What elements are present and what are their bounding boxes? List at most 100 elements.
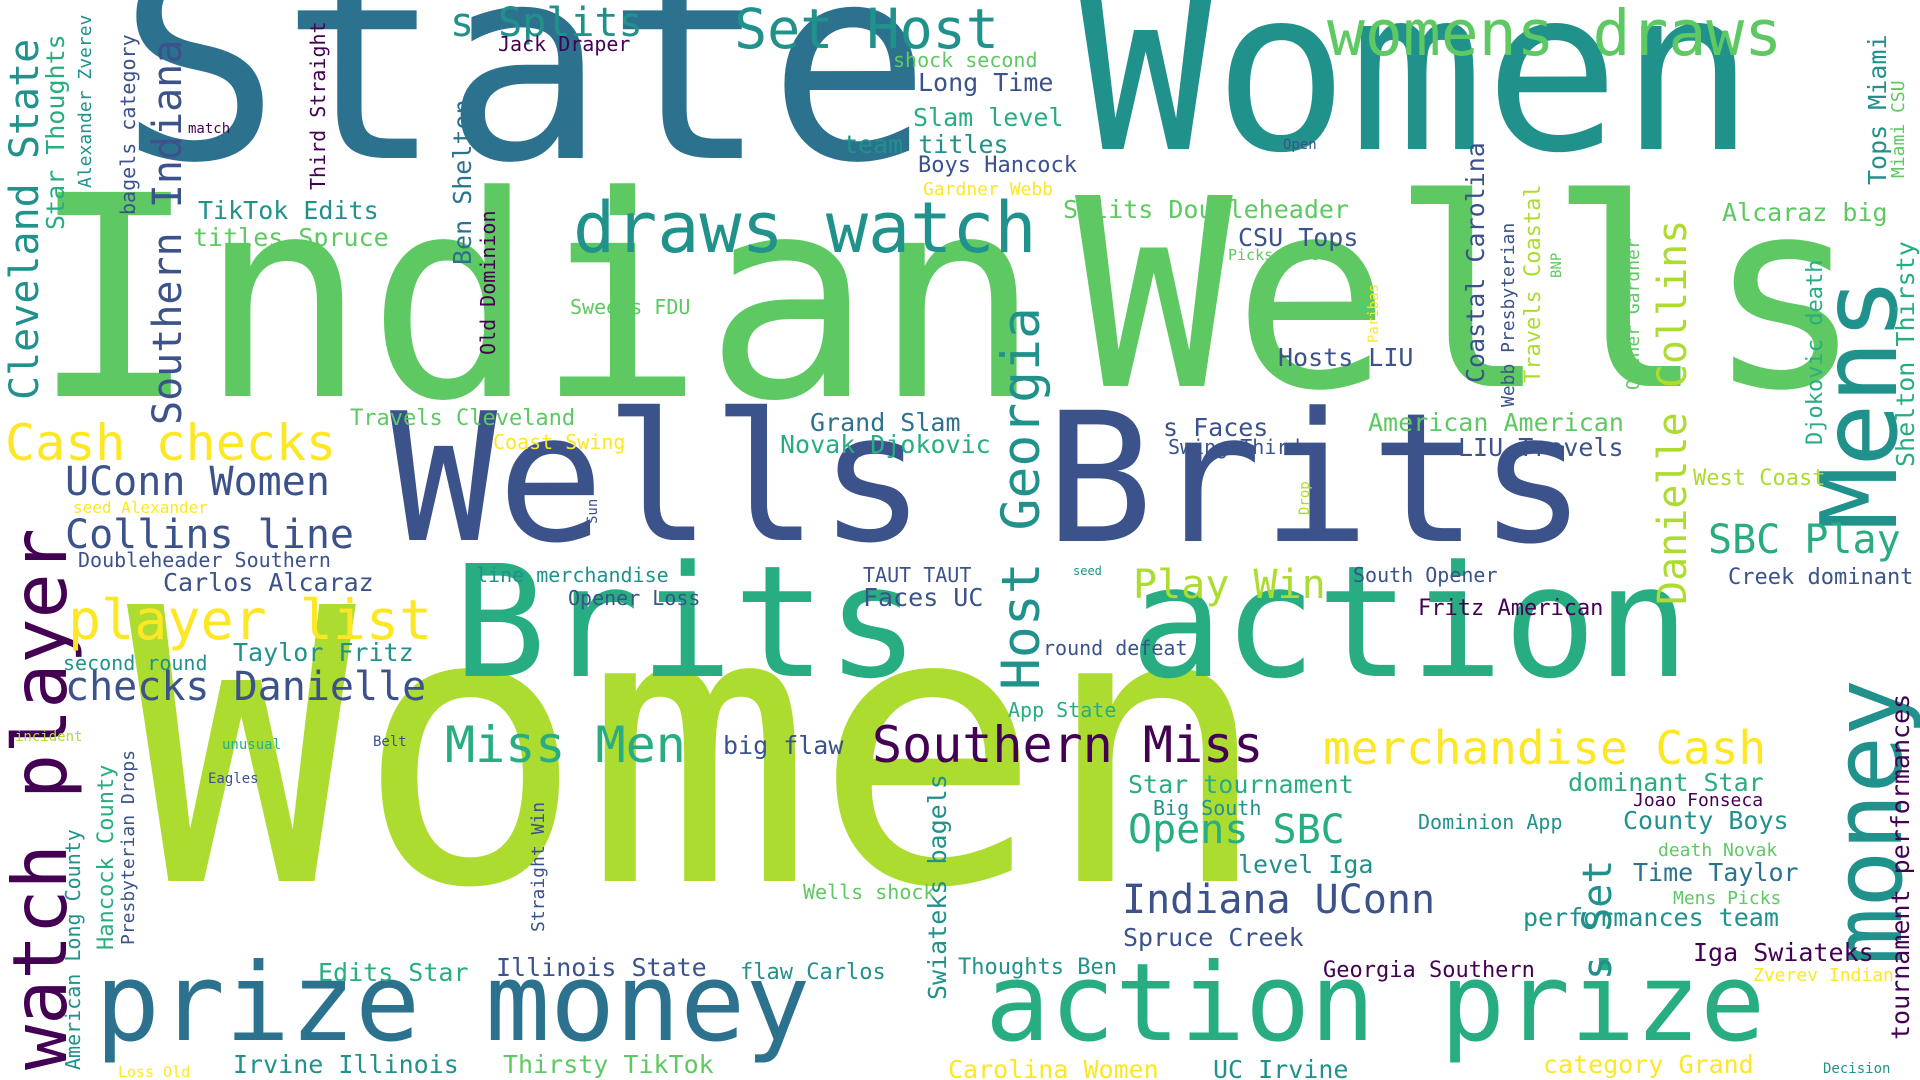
word: Doubleheader Southern: [78, 548, 331, 572]
word: Iga Swiateks: [1693, 938, 1874, 967]
word: Ben Shelton: [448, 99, 477, 265]
word: County Boys: [1623, 806, 1789, 835]
word: UConn Women: [65, 459, 330, 505]
word: Southern Indiana: [145, 39, 191, 425]
word: Faces UC: [863, 583, 984, 612]
word: Alcaraz big: [1722, 198, 1888, 227]
word: CSU Tops: [1238, 223, 1359, 252]
word: womens draws: [1327, 0, 1783, 70]
word: seed Alexander: [73, 498, 208, 517]
word: Georgia Southern: [1323, 958, 1535, 983]
word: Splits Doubleheader: [1063, 195, 1349, 224]
word: Danielle Collins: [1650, 219, 1696, 605]
word: Fritz American: [1418, 596, 1604, 621]
word: Mens Picks: [1673, 888, 1782, 909]
word: Straight Win: [528, 801, 549, 932]
word: performances team: [1523, 903, 1779, 932]
word: Joao Fonseca: [1633, 790, 1764, 811]
word: Swiateks bagels: [923, 774, 952, 1000]
word: Webb Presbyterian: [1498, 222, 1519, 407]
word: Open: [1283, 137, 1317, 153]
word: Dominion App: [1418, 810, 1563, 834]
word: Women: [1078, 0, 1756, 203]
word: Thirsty TikTok: [503, 1050, 714, 1079]
word: South Opener: [1353, 563, 1498, 587]
word: Host Georgia: [991, 307, 1052, 690]
word: match: [188, 121, 231, 137]
word: Taylor Fritz: [233, 638, 414, 667]
word: death Novak: [1658, 840, 1778, 861]
word: TAUT TAUT: [863, 563, 972, 587]
word: State: [118, 0, 931, 222]
word: Cash checks: [5, 414, 337, 472]
word: Play Win: [1133, 562, 1326, 608]
word: s Faces: [1163, 413, 1269, 442]
word: dominant Star: [1568, 768, 1764, 797]
word: Boys Hancock: [918, 153, 1077, 178]
word: Coastal Carolina: [1461, 142, 1490, 383]
word: Old Dominion: [476, 210, 500, 356]
word: Creek dominant: [1728, 565, 1914, 590]
word: Sweeps FDU: [570, 295, 691, 319]
word: Belt: [373, 734, 407, 750]
word: line merchandise: [476, 563, 669, 587]
word: LIU Travels: [1458, 433, 1624, 462]
word: Zverev Indian: [1753, 965, 1894, 986]
word: Brits: [1045, 375, 1587, 584]
word: round defeat: [1043, 636, 1188, 660]
word: Big South: [1153, 796, 1262, 820]
word: Wells shock: [803, 880, 936, 904]
word: UC Irvine: [1213, 1055, 1349, 1080]
word: Indian: [30, 137, 1042, 463]
word: Miss Men: [445, 716, 686, 774]
word: team titles: [843, 130, 1009, 159]
word: Drop: [1297, 481, 1313, 515]
word: Women: [127, 528, 1271, 971]
word: Djokovic death: [1803, 259, 1828, 445]
word: American Long County: [61, 829, 85, 1070]
word: action prize: [985, 941, 1766, 1066]
word: Star tournament: [1128, 770, 1354, 799]
word: Jack Draper: [498, 32, 631, 56]
word: prize money: [95, 941, 811, 1066]
word: Opens SBC: [1128, 807, 1345, 853]
word: Loss Old: [118, 1063, 191, 1080]
word: Edits Star: [318, 958, 469, 987]
word: Tops Miami: [1863, 34, 1892, 185]
word: American American: [1368, 408, 1624, 437]
word: Decision: [1823, 1061, 1891, 1077]
word: tournament performances: [1886, 693, 1915, 1040]
word: Irvine Illinois: [233, 1050, 459, 1079]
word: Shelton Thirsty: [1891, 241, 1920, 467]
word: Gardner Webb: [923, 179, 1054, 200]
word: Collins line: [65, 512, 354, 558]
word: shock second: [893, 48, 1038, 72]
word: Brits: [453, 532, 920, 713]
word: bagels category: [116, 34, 140, 215]
word: Eagles: [208, 771, 259, 787]
word: category Grand: [1543, 1050, 1754, 1079]
word: Alexander Zverev: [75, 14, 96, 188]
word: West Coast: [1693, 466, 1826, 491]
word: Coast Swing: [493, 430, 626, 454]
word: second round: [63, 651, 208, 675]
word: Picks West: [1228, 246, 1319, 264]
word: big flaw: [723, 731, 844, 760]
word: Presbyterian Drops: [118, 749, 139, 945]
word: Star Thoughts: [41, 34, 70, 230]
word: Slam level: [913, 103, 1064, 132]
word: Indiana UConn: [1122, 877, 1436, 923]
word: Paribas: [1366, 283, 1382, 343]
word: Wells: [1075, 143, 1864, 448]
word: Travels Cleveland: [350, 406, 576, 431]
word: Miami CSU: [1888, 80, 1909, 178]
word: Southern Miss: [872, 716, 1264, 774]
word: Hancock County: [94, 764, 119, 950]
word: Swing Third: [1168, 435, 1301, 459]
word: Carolina Women: [948, 1055, 1159, 1080]
word: seed: [1073, 564, 1102, 578]
word: Cleveland State: [2, 38, 48, 400]
word: App State: [1008, 698, 1117, 722]
word: Opener Gardner: [1623, 238, 1644, 390]
